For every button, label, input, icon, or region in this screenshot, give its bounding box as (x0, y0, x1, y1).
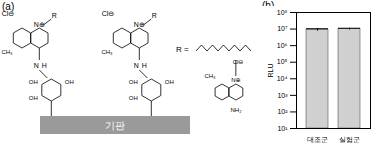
svg-text:(a): (a) (2, 1, 15, 12)
svg-text:N: N (134, 62, 139, 69)
svg-text:OH: OH (129, 95, 138, 101)
svg-text:OH: OH (65, 79, 74, 85)
svg-text:R: R (52, 12, 57, 19)
svg-text:OH: OH (29, 79, 38, 85)
svg-text:N⊕: N⊕ (34, 21, 45, 28)
svg-text:10⁷: 10⁷ (277, 25, 288, 32)
svg-text:N: N (34, 62, 39, 69)
svg-text:H: H (42, 62, 47, 69)
svg-text:OH: OH (129, 79, 138, 85)
svg-text:N⊕: N⊕ (231, 77, 240, 83)
svg-text:N⊕: N⊕ (134, 21, 145, 28)
svg-text:10⁴: 10⁴ (277, 75, 288, 82)
svg-text:10²: 10² (277, 108, 288, 115)
svg-text:OH: OH (29, 95, 38, 101)
svg-text:10⁵: 10⁵ (277, 58, 288, 65)
svg-text:R: R (152, 12, 157, 19)
svg-text:실험군: 실험군 (339, 136, 360, 144)
svg-text:Cl⊖: Cl⊖ (102, 10, 115, 17)
svg-text:10⁶: 10⁶ (277, 42, 288, 49)
svg-text:H: H (142, 62, 147, 69)
svg-text:10⁸: 10⁸ (277, 9, 288, 16)
svg-text:Cl⊖: Cl⊖ (2, 10, 15, 17)
svg-text:RLU: RLU (267, 63, 274, 77)
svg-text:CH₃: CH₃ (101, 49, 113, 55)
svg-text:OH: OH (165, 79, 174, 85)
html-text:(b): (b) (262, 0, 275, 11)
svg-text:CH₃: CH₃ (1, 49, 13, 55)
svg-text:대조군: 대조군 (307, 136, 328, 143)
svg-text:NH₂: NH₂ (231, 107, 243, 113)
svg-text:10¹: 10¹ (277, 125, 288, 132)
svg-text:CH₃: CH₃ (204, 73, 216, 79)
svg-text:10³: 10³ (277, 92, 288, 99)
svg-text:Cl⊖: Cl⊖ (233, 59, 244, 65)
svg-text:기판: 기판 (105, 120, 125, 131)
svg-text:R =: R = (176, 45, 189, 54)
